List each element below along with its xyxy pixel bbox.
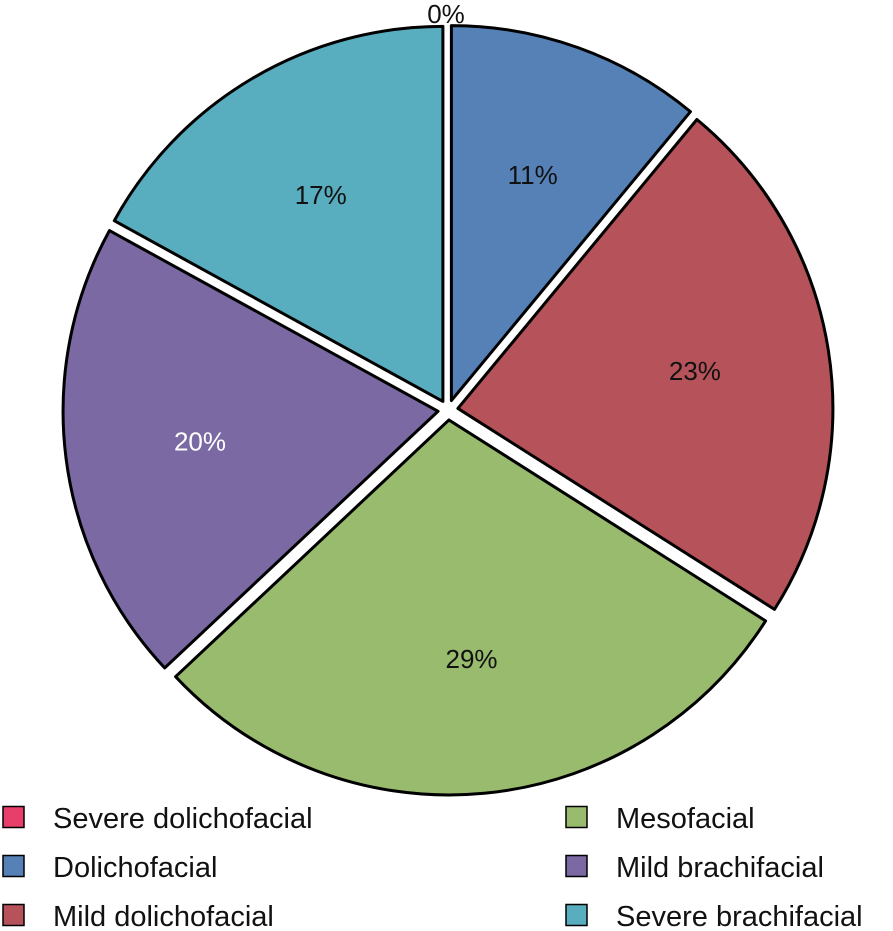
slice-label-mild-dolichofacial: 23% [669,356,721,386]
slice-label-mesofacial: 29% [446,644,498,674]
pie-slices [61,24,835,797]
legend-item-mild-dolichofacial: Mild dolichofacial [2,901,274,931]
legend-label-severe-brachifacial: Severe brachifacial [616,901,863,931]
legend-item-mild-brachifacial: Mild brachifacial [565,852,824,884]
slice-mesofacial [174,418,768,797]
legend-swatch-mild-dolichofacial [2,903,25,927]
slice-severe-brachifacial [112,24,445,403]
slice-label-severe-dolichofacial: 0% [427,0,465,29]
legend-swatch-severe-brachifacial [565,903,588,927]
legend: Severe dolichofacial Dolichofacial Mild do… [2,803,863,931]
legend-label-dolichofacial: Dolichofacial [53,852,217,884]
legend-label-mild-dolichofacial: Mild dolichofacial [53,901,274,931]
legend-label-mesofacial: Mesofacial [616,803,755,835]
slice-label-dolichofacial: 11% [508,160,558,190]
slice-dolichofacial [449,24,692,403]
legend-label-severe-dolichofacial: Severe dolichofacial [53,803,313,835]
legend-swatch-severe-dolichofacial [2,805,25,829]
legend-swatch-mild-brachifacial [565,854,588,878]
slice-label-severe-brachifacial: 17% [295,180,347,210]
legend-swatch-dolichofacial [2,854,25,878]
legend-item-mesofacial: Mesofacial [565,803,755,835]
legend-label-mild-brachifacial: Mild brachifacial [616,852,824,884]
slice-mild-brachifacial [61,229,440,670]
slice-label-mild-brachifacial: 20% [174,426,226,456]
slice-mild-dolichofacial [456,117,835,611]
legend-item-severe-brachifacial: Severe brachifacial [565,901,863,931]
legend-swatch-mesofacial [565,805,588,829]
legend-item-dolichofacial: Dolichofacial [2,852,217,884]
pie-slice-labels: 0% 11% 23% 29% 20% 17% [174,0,721,674]
legend-item-severe-dolichofacial: Severe dolichofacial [2,803,313,835]
